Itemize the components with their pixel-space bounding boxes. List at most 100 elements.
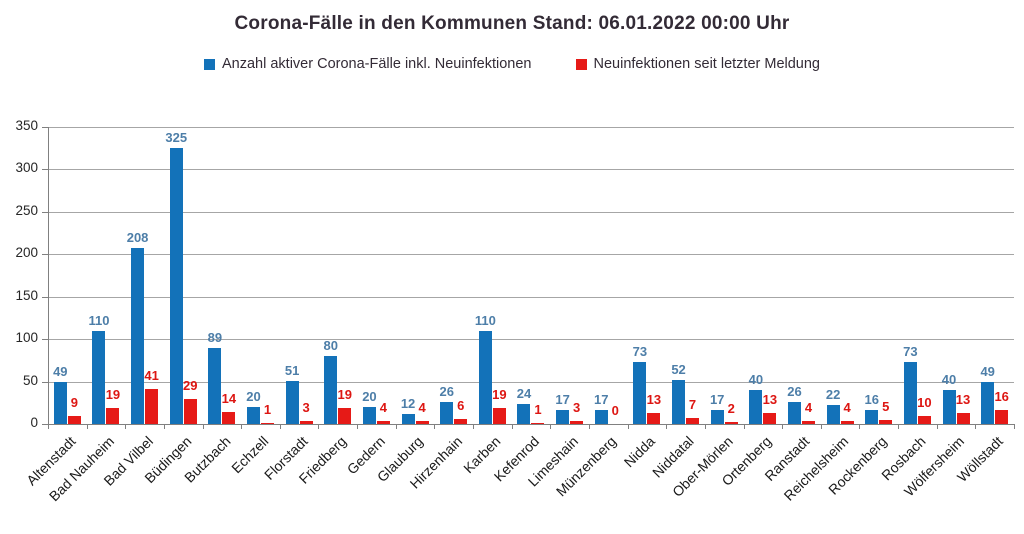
- bar-group: 17 3: [550, 127, 589, 424]
- bar-group: 20 4: [357, 127, 396, 424]
- x-tick-mark: [357, 424, 359, 429]
- value-label-new-infections: 4: [418, 399, 426, 415]
- value-label-active-cases: 22: [825, 387, 841, 403]
- value-label-new-infections: 0: [611, 403, 619, 418]
- value-label-new-infections: 29: [182, 378, 198, 394]
- bar-group: 24 1: [512, 127, 551, 424]
- y-tick-mark: [42, 339, 48, 341]
- x-tick-mark: [743, 424, 745, 429]
- blue-swatch-icon: [204, 58, 215, 70]
- bar-active-cases: [169, 148, 183, 424]
- y-axis-tick-label: 350: [15, 118, 38, 133]
- bar-new-infections: [338, 407, 352, 424]
- legend-item-active-cases: Anzahl aktiver Corona-Fälle inkl. Neuinf…: [204, 56, 532, 72]
- value-label-active-cases: 49: [53, 364, 68, 380]
- value-label-new-infections: 1: [263, 402, 272, 418]
- bar-active-cases: [981, 382, 995, 424]
- value-label-active-cases: 24: [516, 385, 532, 401]
- bar-active-cases: [362, 407, 376, 424]
- bar-group: 12 4: [396, 127, 435, 424]
- bar-active-cases: [633, 362, 647, 424]
- x-tick-mark: [511, 424, 513, 429]
- chart-title: Corona-Fälle in den Kommunen Stand: 06.0…: [234, 13, 790, 34]
- bar-new-infections: [145, 389, 159, 424]
- bar-active-cases: [865, 410, 879, 424]
- bar-new-infections: [917, 415, 931, 424]
- gridline: [48, 254, 1014, 256]
- x-tick-mark: [279, 424, 281, 429]
- bar-active-cases: [131, 247, 145, 424]
- value-label-new-infections: 1: [534, 402, 542, 418]
- y-axis-tick-label: 50: [22, 372, 38, 388]
- bar-active-cases: [324, 356, 338, 424]
- bar-group: 110 19: [87, 127, 126, 424]
- bar-new-infections: [299, 421, 313, 424]
- bar-group: 325 29: [164, 127, 203, 424]
- value-label-new-infections: 19: [492, 386, 507, 402]
- value-label-new-infections: 13: [955, 391, 971, 407]
- bar-group: 80 19: [318, 127, 357, 424]
- value-label-active-cases: 12: [400, 395, 416, 411]
- value-label-new-infections: 13: [762, 391, 778, 407]
- bar-group: 73 10: [898, 127, 937, 424]
- x-tick-mark: [550, 424, 552, 429]
- bar-new-infections: [531, 423, 545, 424]
- value-label-active-cases: 20: [362, 389, 377, 405]
- red-swatch-icon: [575, 58, 587, 70]
- bar-new-infections: [261, 423, 274, 424]
- legend-label-new-infections: Neuinfektionen seit letzter Meldung: [593, 56, 821, 72]
- bar-active-cases: [440, 401, 454, 424]
- bar-group: 40 13: [937, 127, 976, 424]
- gridline: [48, 169, 1014, 171]
- legend-item-new-infections: Neuinfektionen seit letzter Meldung: [575, 56, 821, 72]
- value-label-new-infections: 4: [804, 399, 813, 415]
- value-label-active-cases: 40: [941, 372, 957, 388]
- value-label-new-infections: 2: [727, 401, 735, 417]
- bar-active-cases: [942, 390, 956, 424]
- bar-new-infections: [570, 421, 584, 424]
- value-label-new-infections: 19: [105, 386, 121, 402]
- bar-new-infections: [879, 419, 893, 424]
- bar-new-infections: [801, 420, 815, 424]
- value-label-active-cases: 73: [903, 344, 918, 360]
- x-tick-mark: [395, 424, 397, 429]
- y-tick-mark: [42, 169, 48, 171]
- gridline: [48, 339, 1014, 341]
- value-label-active-cases: 110: [474, 312, 496, 328]
- bar-active-cases: [749, 390, 763, 424]
- bar-new-infections: [956, 412, 970, 424]
- x-tick-mark: [975, 424, 977, 429]
- value-label-active-cases: 325: [165, 130, 188, 146]
- value-label-new-infections: 4: [843, 399, 851, 415]
- bar-active-cases: [672, 379, 686, 424]
- x-tick-mark: [473, 424, 475, 429]
- y-axis-tick-label: 0: [30, 415, 38, 430]
- y-axis-tick-label: 300: [15, 160, 38, 176]
- bar-new-infections: [222, 412, 236, 424]
- bar-active-cases: [478, 330, 492, 424]
- bar-group: 89 14: [203, 127, 242, 424]
- value-label-active-cases: 51: [284, 362, 300, 378]
- bar-new-infections: [106, 407, 120, 424]
- y-axis-tick-label: 250: [15, 202, 38, 218]
- value-label-new-infections: 3: [573, 400, 581, 416]
- value-label-active-cases: 49: [980, 364, 995, 380]
- value-label-new-infections: 19: [337, 386, 353, 402]
- bar-active-cases: [247, 407, 260, 424]
- y-axis-tick-label: 150: [15, 287, 38, 303]
- x-tick-mark: [86, 424, 88, 429]
- value-label-active-cases: 17: [555, 391, 570, 407]
- y-axis-line: [48, 127, 49, 429]
- y-tick-mark: [42, 296, 48, 298]
- value-label-active-cases: 52: [671, 361, 686, 377]
- bar-group: 22 4: [821, 127, 860, 424]
- bar-group: 20 1: [241, 127, 280, 424]
- bar-active-cases: [208, 348, 222, 424]
- x-tick-mark: [241, 424, 243, 429]
- bar-active-cases: [594, 409, 608, 424]
- value-label-new-infections: 6: [457, 397, 465, 413]
- y-tick-mark: [42, 127, 48, 128]
- bar-group: 51 3: [280, 127, 319, 424]
- bar-group: 52 7: [666, 127, 705, 424]
